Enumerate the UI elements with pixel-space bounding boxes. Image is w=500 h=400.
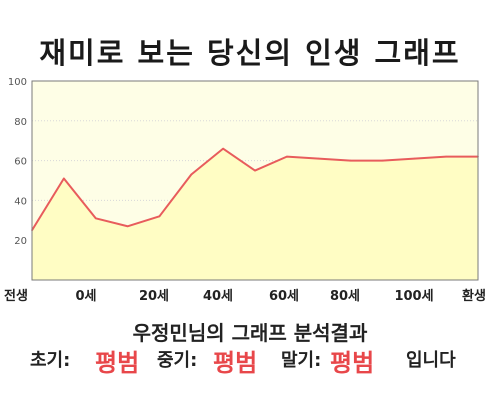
x-tick-label: 0세: [75, 289, 96, 304]
data-point: [222, 147, 224, 150]
data-point: [317, 157, 320, 160]
early-value: 평범: [95, 349, 140, 377]
x-tick-label: 60세: [269, 289, 299, 304]
x-tick-label: 100세: [394, 289, 433, 304]
data-point: [63, 177, 65, 180]
middle-value: 평범: [213, 349, 258, 377]
plot-frame: [31, 80, 479, 281]
data-point: [254, 169, 256, 172]
data-point: [445, 155, 447, 158]
y-tick-label: 100: [8, 77, 27, 88]
y-tick-label: 60: [14, 157, 27, 168]
data-point: [413, 157, 416, 160]
area-fill: [32, 148, 478, 280]
y-tick-label: 20: [14, 236, 27, 247]
data-point: [126, 225, 129, 228]
x-tick-label: 40세: [203, 289, 233, 304]
y-tick-label: 40: [14, 196, 27, 207]
late-label: 말기:: [281, 350, 322, 371]
late-value: 평범: [330, 349, 375, 377]
data-point: [349, 159, 352, 162]
page-title: 재미로 보는 당신의 인생 그래프: [39, 36, 461, 70]
x-tick-label: 80세: [330, 289, 360, 304]
middle-label: 중기:: [157, 350, 198, 371]
data-point: [286, 155, 288, 158]
data-point: [94, 217, 97, 220]
x-tick-label: 환생: [462, 288, 486, 304]
x-tick-label: 전생: [4, 288, 28, 304]
result-subtitle: 우정민님의 그래프 분석결과: [132, 321, 368, 345]
y-tick-label: 80: [14, 117, 27, 128]
x-tick-label: 20세: [139, 289, 169, 304]
data-point: [190, 173, 193, 176]
data-point: [158, 215, 161, 218]
early-label: 초기:: [30, 350, 71, 371]
ending-text: 입니다: [406, 350, 456, 371]
data-point: [381, 159, 384, 162]
